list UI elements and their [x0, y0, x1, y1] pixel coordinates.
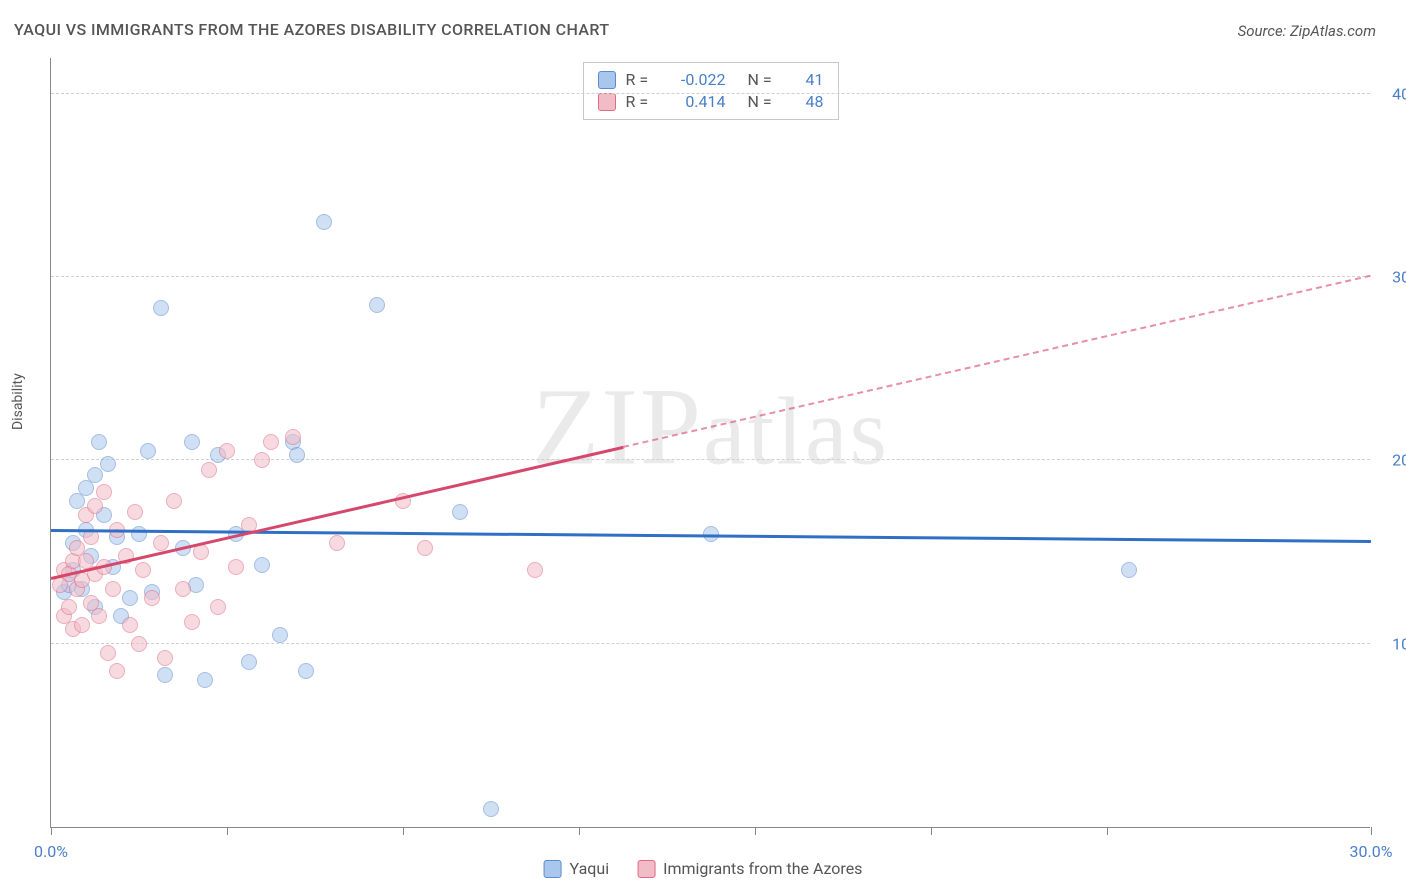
- scatter-point: [175, 581, 191, 597]
- scatter-point: [285, 429, 301, 445]
- scatter-point: [87, 498, 103, 514]
- scatter-point: [122, 617, 138, 633]
- scatter-point: [61, 599, 77, 615]
- x-tick: [403, 827, 404, 835]
- scatter-point: [272, 627, 288, 643]
- n-value: 48: [788, 91, 824, 113]
- y-tick-label: 10.0%: [1392, 634, 1406, 653]
- scatter-point: [1121, 562, 1137, 578]
- gridline: [51, 276, 1370, 277]
- y-tick-label: 40.0%: [1392, 84, 1406, 103]
- legend-label: Yaqui: [570, 859, 610, 878]
- x-tick: [227, 827, 228, 835]
- scatter-point: [316, 214, 332, 230]
- n-value: 41: [788, 69, 824, 91]
- scatter-point: [100, 456, 116, 472]
- scatter-point: [263, 434, 279, 450]
- x-tick: [579, 827, 580, 835]
- scatter-point: [219, 443, 235, 459]
- scatter-point: [105, 581, 121, 597]
- legend-swatch: [544, 860, 562, 878]
- chart-title: YAQUI VS IMMIGRANTS FROM THE AZORES DISA…: [14, 20, 609, 39]
- gridline: [51, 643, 1370, 644]
- scatter-point: [135, 562, 151, 578]
- scatter-point: [122, 590, 138, 606]
- legend-swatch: [637, 860, 655, 878]
- scatter-point: [289, 447, 305, 463]
- r-value: 0.414: [666, 91, 726, 113]
- series-legend: Yaqui Immigrants from the Azores: [544, 859, 863, 878]
- source-attribution: Source: ZipAtlas.com: [1238, 22, 1376, 40]
- x-tick-label: 30.0%: [1350, 842, 1393, 861]
- scatter-point: [254, 557, 270, 573]
- trend-line-extrapolated: [623, 275, 1371, 448]
- scatter-point: [100, 645, 116, 661]
- legend-swatch: [598, 93, 616, 111]
- n-label: N =: [748, 91, 778, 113]
- scatter-point: [140, 443, 156, 459]
- x-tick: [931, 827, 932, 835]
- r-label: R =: [626, 91, 656, 113]
- scatter-point: [144, 590, 160, 606]
- y-tick-label: 20.0%: [1392, 451, 1406, 470]
- scatter-point: [201, 462, 217, 478]
- scatter-point: [417, 540, 433, 556]
- scatter-point: [74, 617, 90, 633]
- y-axis-label: Disability: [10, 373, 26, 430]
- x-tick-label: 0.0%: [34, 842, 68, 861]
- correlation-row: R = 0.414 N = 48: [598, 91, 824, 113]
- scatter-point: [153, 535, 169, 551]
- legend-item: Immigrants from the Azores: [637, 859, 862, 878]
- scatter-point: [91, 608, 107, 624]
- correlation-legend: R = -0.022 N = 41 R = 0.414 N = 48: [583, 62, 839, 120]
- scatter-point: [157, 667, 173, 683]
- scatter-point: [166, 493, 182, 509]
- scatter-point: [241, 654, 257, 670]
- scatter-point: [153, 300, 169, 316]
- gridline: [51, 93, 1370, 94]
- scatter-point: [228, 559, 244, 575]
- legend-item: Yaqui: [544, 859, 610, 878]
- scatter-point: [197, 672, 213, 688]
- scatter-point: [127, 504, 143, 520]
- scatter-point: [87, 467, 103, 483]
- scatter-point: [527, 562, 543, 578]
- x-tick: [1107, 827, 1108, 835]
- x-tick: [51, 827, 52, 835]
- gridline: [51, 459, 1370, 460]
- x-tick: [755, 827, 756, 835]
- scatter-point: [131, 526, 147, 542]
- scatter-point: [184, 434, 200, 450]
- scatter-point: [91, 434, 107, 450]
- n-label: N =: [748, 69, 778, 91]
- scatter-point: [157, 650, 173, 666]
- scatter-point: [109, 663, 125, 679]
- legend-label: Immigrants from the Azores: [663, 859, 862, 878]
- r-label: R =: [626, 69, 656, 91]
- scatter-point: [131, 636, 147, 652]
- scatter-point: [329, 535, 345, 551]
- scatter-point: [210, 599, 226, 615]
- y-tick-label: 30.0%: [1392, 268, 1406, 287]
- scatter-point: [298, 663, 314, 679]
- scatter-point: [254, 452, 270, 468]
- r-value: -0.022: [666, 69, 726, 91]
- scatter-plot: ZIPatlas R =-0.022N =41R =0.414N =48 10.…: [50, 58, 1370, 828]
- scatter-point: [369, 297, 385, 313]
- scatter-point: [452, 504, 468, 520]
- scatter-point: [184, 614, 200, 630]
- scatter-point: [483, 801, 499, 817]
- x-tick: [1371, 827, 1372, 835]
- scatter-point: [96, 484, 112, 500]
- legend-swatch: [598, 71, 616, 89]
- correlation-row: R = -0.022 N = 41: [598, 69, 824, 91]
